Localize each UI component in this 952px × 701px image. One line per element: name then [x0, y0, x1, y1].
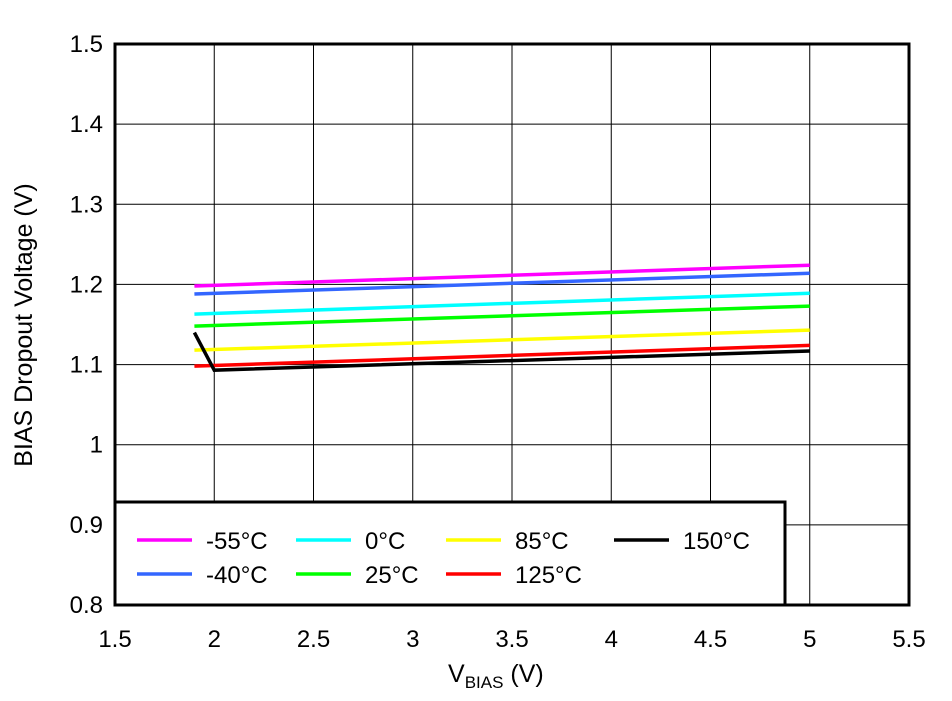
- y-tick-label: 0.9: [70, 512, 103, 539]
- x-axis-label-unit: (V): [503, 660, 544, 688]
- x-tick-label: 1.5: [98, 626, 131, 653]
- plot-frame: [113, 42, 911, 607]
- series-line-0°C: [194, 291, 810, 316]
- y-tick-label: 1.5: [70, 31, 103, 58]
- x-tick-label: 2: [208, 626, 221, 653]
- x-tick-label: 2.5: [297, 626, 330, 653]
- series-line-85°C: [194, 328, 810, 352]
- y-tick-label: 1.1: [70, 352, 103, 379]
- x-axis-label: VBIAS (V): [448, 660, 544, 693]
- y-tick-label: 1: [90, 432, 103, 459]
- series-line-25°C: [194, 304, 810, 328]
- x-axis-label-sub: BIAS: [464, 673, 504, 692]
- x-tick-label: 4: [605, 626, 618, 653]
- series-line-125°C: [194, 343, 810, 368]
- x-tick-label: 5: [803, 626, 816, 653]
- legend-label: 25°C: [365, 562, 419, 589]
- series-line--55°C: [194, 263, 810, 288]
- x-tick-label: 4.5: [694, 626, 727, 653]
- y-tick-label: 1.3: [70, 191, 103, 218]
- y-tick-label: 0.8: [70, 592, 103, 619]
- legend-label: -40°C: [206, 562, 268, 589]
- legend-label: 85°C: [515, 528, 569, 555]
- series-line-150°C: [192, 331, 810, 372]
- y-axis-label: BIAS Dropout Voltage (V): [10, 183, 38, 466]
- y-tick-label: 1.2: [70, 271, 103, 298]
- legend-label: 125°C: [515, 562, 582, 589]
- legend-label: -55°C: [206, 528, 268, 555]
- legend-label: 150°C: [683, 528, 750, 555]
- series-line--40°C: [194, 271, 810, 296]
- x-axis-label-main: V: [448, 660, 465, 688]
- legend-box: [113, 500, 787, 607]
- x-tick-label: 3: [406, 626, 419, 653]
- legend-label: 0°C: [365, 528, 405, 555]
- x-tick-label: 3.5: [495, 626, 528, 653]
- x-tick-label: 5.5: [892, 626, 925, 653]
- y-tick-label: 1.4: [70, 111, 103, 138]
